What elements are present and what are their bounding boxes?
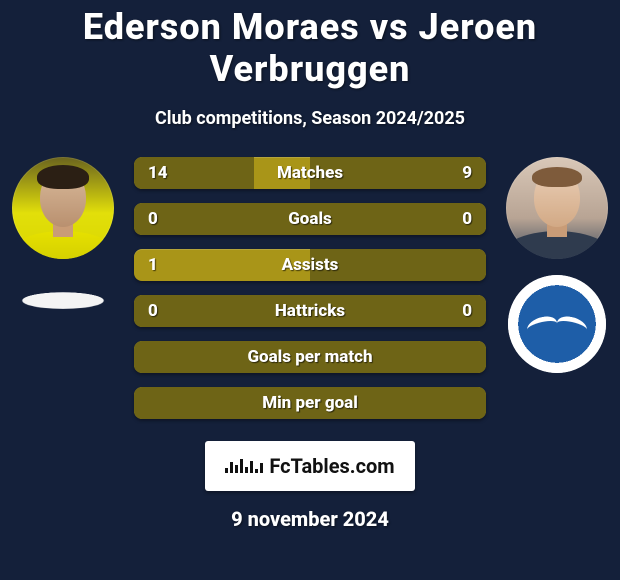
stat-label: Goals per match bbox=[247, 347, 372, 367]
stat-value-right: 0 bbox=[462, 301, 472, 321]
club-right-logo bbox=[508, 275, 606, 373]
right-column bbox=[502, 157, 612, 373]
stat-value-left: 0 bbox=[148, 209, 158, 229]
player-left-avatar bbox=[12, 157, 114, 259]
comparison-row: 14 Matches 9 0 Goals 0 1 Assists 0 Hattr… bbox=[0, 157, 620, 433]
left-column bbox=[8, 157, 118, 313]
stat-value-left: 0 bbox=[148, 301, 158, 321]
stat-label: Matches bbox=[277, 163, 343, 183]
stat-bar-matches: 14 Matches 9 bbox=[134, 157, 486, 189]
stat-bar-assists: 1 Assists bbox=[134, 249, 486, 281]
club-left-logo bbox=[14, 292, 113, 309]
date-text: 9 november 2024 bbox=[0, 507, 620, 531]
stat-bars: 14 Matches 9 0 Goals 0 1 Assists 0 Hattr… bbox=[118, 157, 502, 433]
subtitle: Club competitions, Season 2024/2025 bbox=[0, 108, 620, 129]
seagull-icon bbox=[527, 317, 587, 331]
stat-bar-min-per-goal: Min per goal bbox=[134, 387, 486, 419]
stat-value-left: 14 bbox=[148, 163, 168, 183]
stat-bar-hattricks: 0 Hattricks 0 bbox=[134, 295, 486, 327]
stat-fill-left bbox=[134, 203, 310, 235]
branding-badge: FcTables.com bbox=[205, 441, 415, 491]
stat-fill-right bbox=[310, 203, 486, 235]
stat-bar-goals-per-match: Goals per match bbox=[134, 341, 486, 373]
stat-label: Min per goal bbox=[262, 393, 358, 413]
stat-value-left: 1 bbox=[148, 255, 158, 275]
stat-label: Hattricks bbox=[275, 301, 345, 321]
player-right-avatar bbox=[506, 157, 608, 259]
stat-bar-goals: 0 Goals 0 bbox=[134, 203, 486, 235]
stat-label: Goals bbox=[288, 209, 332, 229]
branding-text: FcTables.com bbox=[269, 454, 394, 478]
stat-label: Assists bbox=[282, 255, 339, 275]
stat-value-right: 0 bbox=[462, 209, 472, 229]
stat-value-right: 9 bbox=[462, 163, 472, 183]
page-title: Ederson Moraes vs Jeroen Verbruggen bbox=[0, 0, 620, 90]
sparkline-icon bbox=[225, 459, 263, 473]
